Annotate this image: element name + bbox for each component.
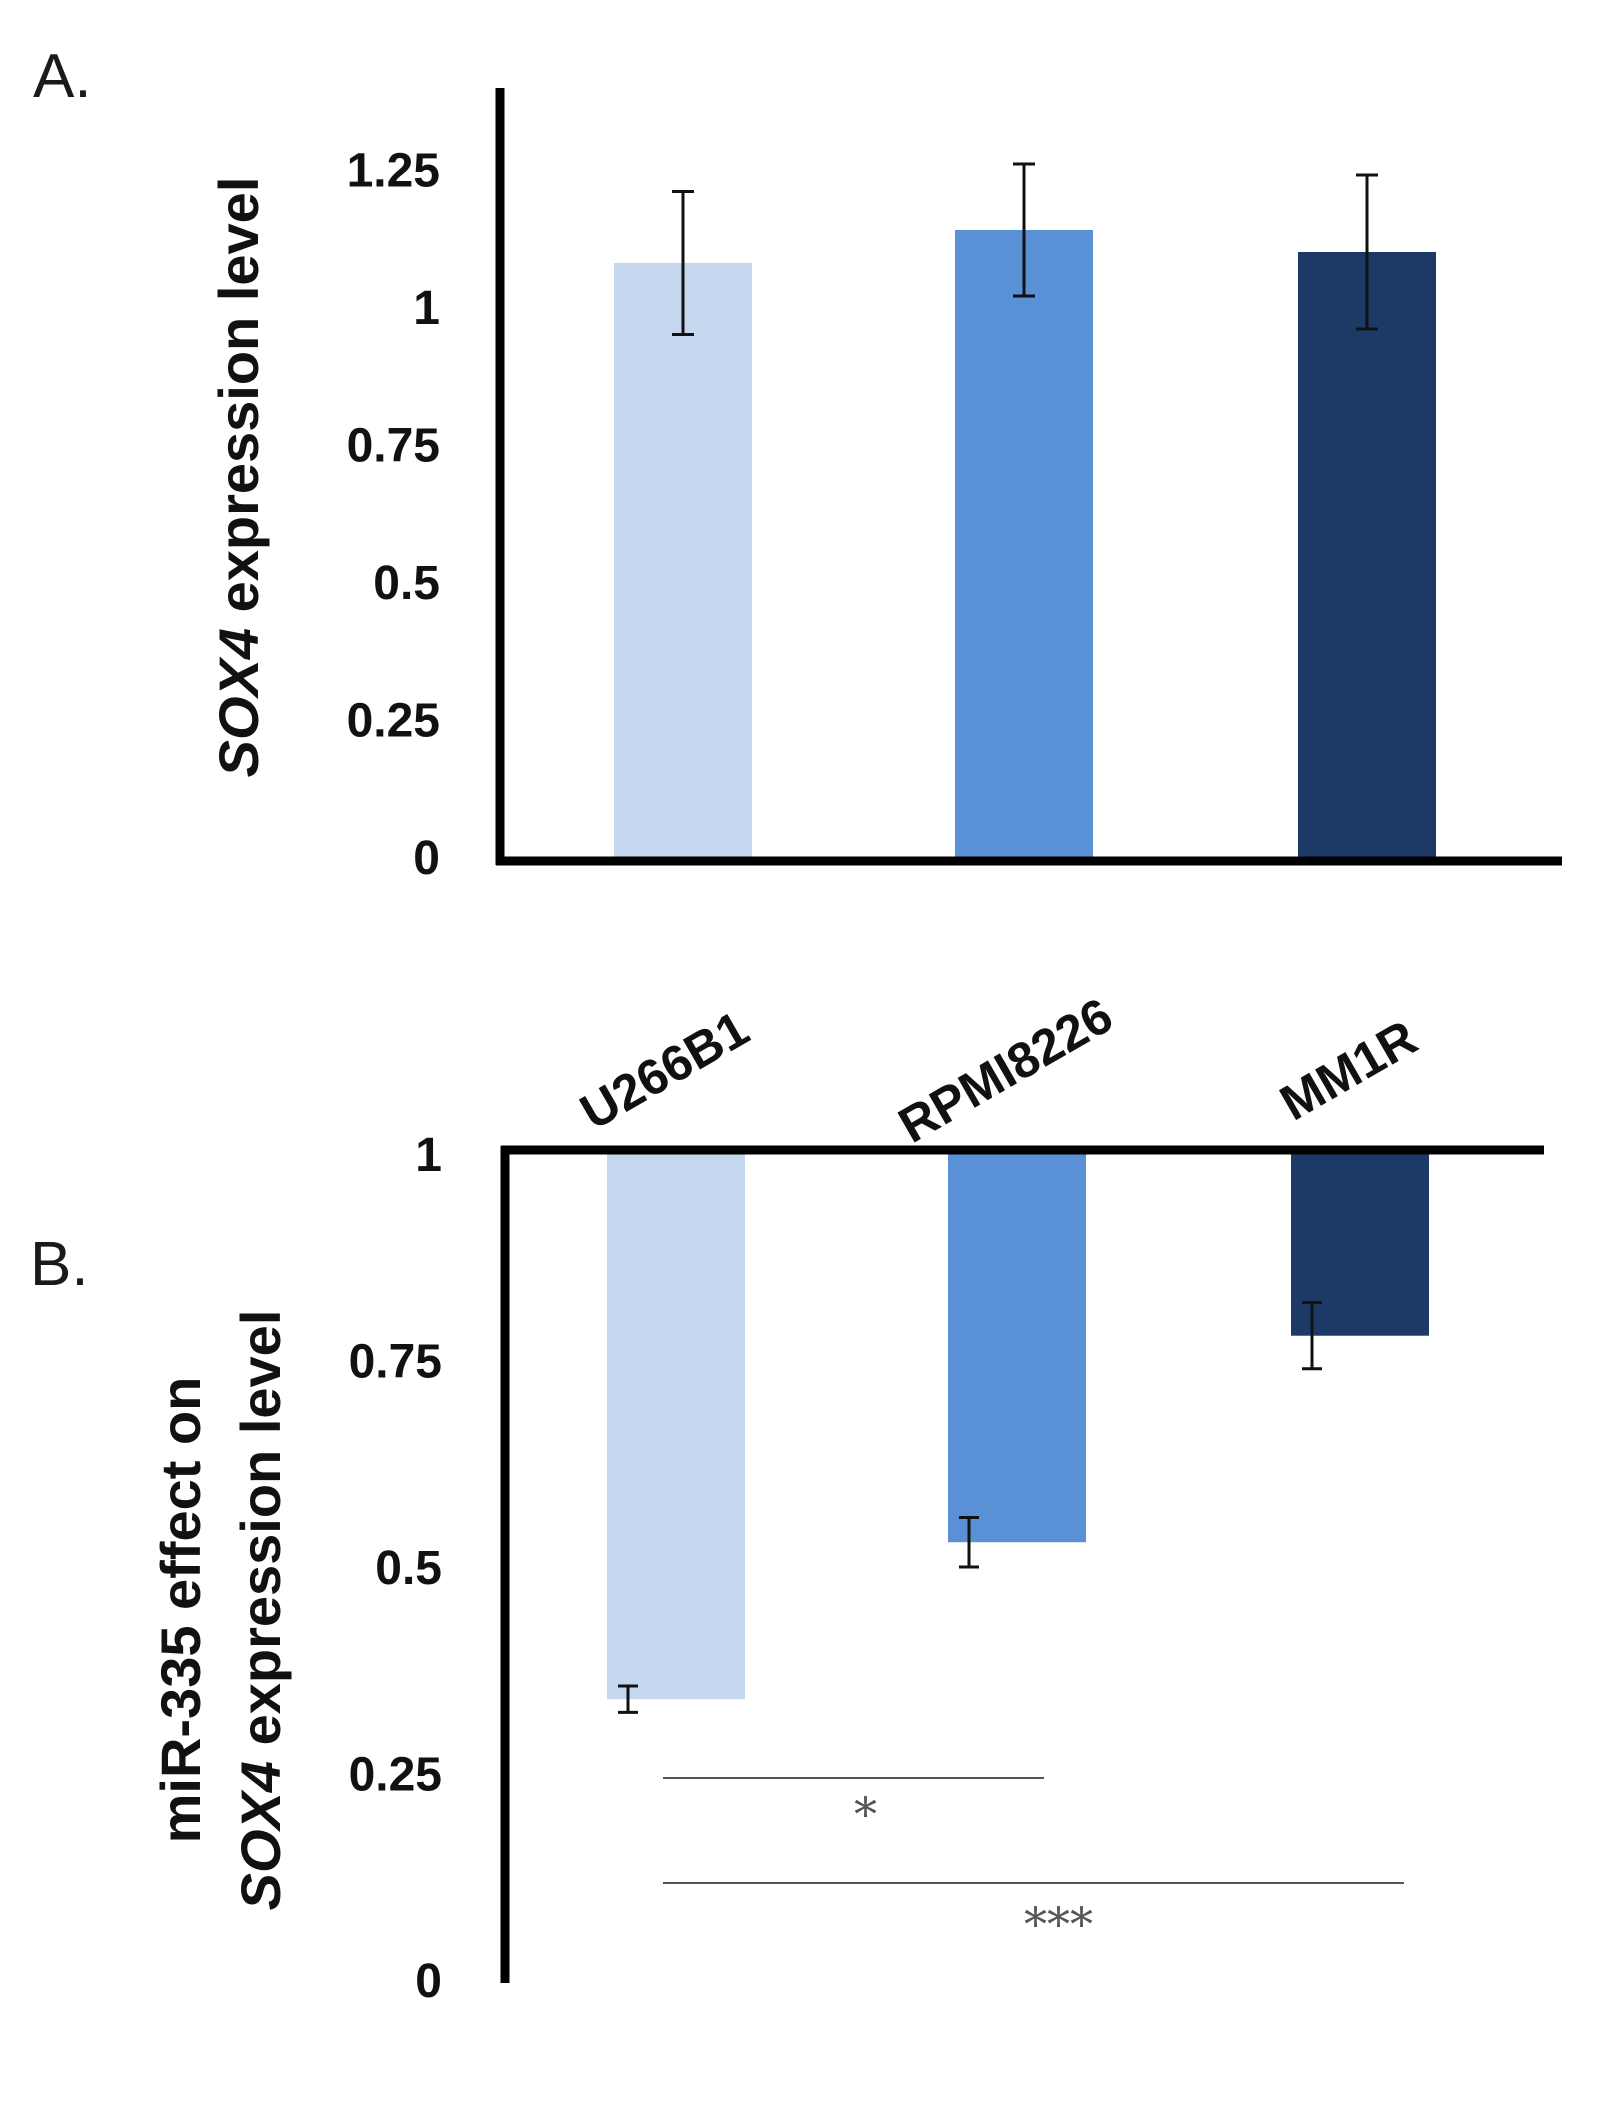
panel-a-error-bar-rpmi8226 — [1013, 162, 1035, 298]
panel-b-y-tick-1: 1 — [415, 1129, 442, 1182]
panel-b-y-tick-0-5: 0.5 — [375, 1542, 442, 1595]
panel-b-significance-label-2: *** — [1024, 1897, 1093, 1951]
panel-a-bars — [614, 230, 1436, 857]
panel-b-y-tick-0-25: 0.25 — [349, 1749, 442, 1802]
panel-b-error-bar-rpmi8226 — [959, 1515, 979, 1569]
panel-b-y-axis-label-rest: expression level — [229, 1310, 292, 1761]
panel-b-y-tick-labels: 0 0.25 0.5 0.75 1 — [349, 1129, 442, 2008]
panel-a-y-axis-label-rest: expression level — [207, 177, 270, 628]
panel-b-significance-label-1: * — [854, 1787, 877, 1841]
panel-a-error-bar-mm1r — [1356, 173, 1378, 331]
panel-a-category-mm1r: MM1R — [1271, 1009, 1426, 1131]
panel-a-bar-u266b1 — [614, 263, 752, 857]
panel-a-y-tick-labels: 0 0.25 0.5 0.75 1 1.25 — [347, 145, 440, 886]
panel-a-error-bar-u266b1 — [672, 190, 694, 336]
panel-b-y-axis-label-line2: SOX4 expression level — [229, 1310, 292, 1911]
panel-a-y-tick-0-25: 0.25 — [347, 695, 440, 748]
panel-a-category-rpmi8226: RPMI8226 — [889, 987, 1122, 1154]
panel-b-bar-mm1r — [1291, 1154, 1429, 1336]
panel-a-chart: A. 0 0.25 0.5 0.75 1 1.25 SOX4 expression lev… — [33, 42, 1562, 1154]
panel-a-y-tick-0-5: 0.5 — [373, 557, 440, 610]
panel-b-bar-rpmi8226 — [948, 1154, 1086, 1543]
panel-a-y-axis-label: SOX4 expression level — [207, 177, 270, 778]
panel-a-y-axis-label-gene: SOX4 — [207, 628, 270, 777]
panel-a-error-bars — [672, 162, 1378, 336]
panel-a-y-tick-0: 0 — [413, 832, 440, 885]
panel-a-y-tick-0-75: 0.75 — [347, 420, 440, 473]
panel-a-category-labels: U266B1 RPMI8226 MM1R — [571, 987, 1426, 1154]
panel-a-bar-mm1r — [1298, 252, 1436, 857]
panel-b-label: B. — [30, 1230, 89, 1299]
panel-b-y-tick-0-75: 0.75 — [349, 1336, 442, 1389]
panel-a-label: A. — [33, 42, 92, 111]
panel-b-error-bar-mm1r — [1302, 1301, 1322, 1371]
panel-b-error-bars — [618, 1301, 1322, 1714]
panel-b-y-tick-0: 0 — [415, 1955, 442, 2008]
panel-a-y-tick-1-25: 1.25 — [347, 145, 440, 198]
panel-a-category-u266b1: U266B1 — [571, 1000, 758, 1140]
panel-a-y-tick-1: 1 — [413, 282, 440, 335]
panel-b-significance: **** — [663, 1777, 1404, 1951]
panel-b-y-axis-label-line1: miR-335 effect on — [149, 1377, 212, 1844]
panel-a-bar-rpmi8226 — [955, 230, 1093, 857]
panel-b-bars — [607, 1154, 1429, 1700]
panel-b-bar-u266b1 — [607, 1154, 745, 1700]
panel-b-chart: B. 0 0.25 0.5 0.75 1 miR-335 effect on SOX4 … — [30, 1129, 1544, 2008]
panel-b-error-bar-u266b1 — [618, 1684, 638, 1714]
panel-b-y-axis-label-gene: SOX4 — [229, 1761, 292, 1910]
